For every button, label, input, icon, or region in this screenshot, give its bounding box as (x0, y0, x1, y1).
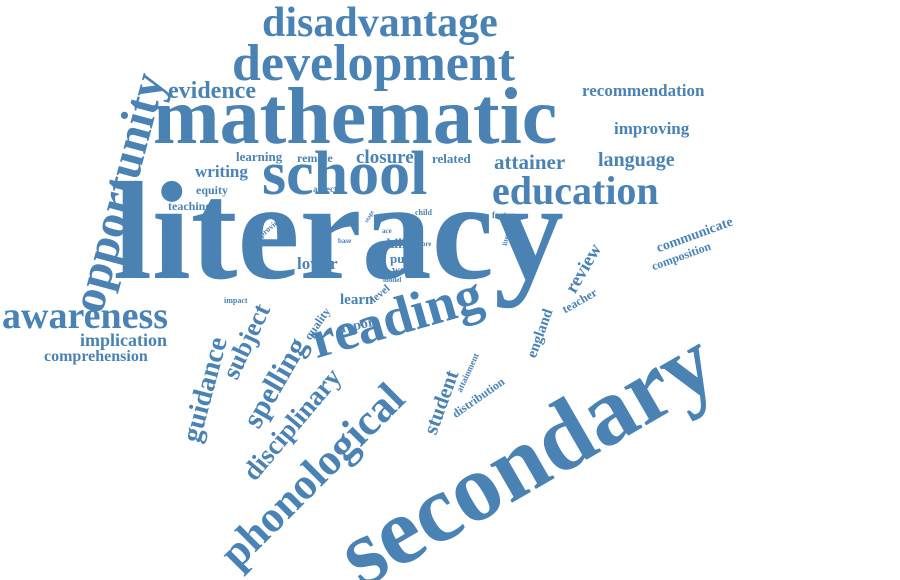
word-disadvantage: disadvantage (262, 0, 498, 46)
word-learning: learning (236, 149, 283, 164)
word-factor: factor (492, 210, 515, 220)
word-teaching: teaching (168, 199, 212, 213)
word-related: related (432, 151, 471, 166)
word-skill: skill (381, 237, 406, 252)
word-model: model (383, 276, 402, 284)
word-education: education (492, 168, 659, 213)
word-ace: ace (382, 227, 392, 235)
word-equity: equity (196, 183, 229, 197)
word-attainer: attainer (494, 150, 566, 174)
word-pupil: pupil (390, 251, 419, 266)
word-england: england (524, 306, 557, 361)
word-lower: lower (297, 254, 338, 273)
word-closure: closure (356, 147, 414, 168)
word-recommendation: recommendation (582, 81, 705, 100)
word-base: base (338, 237, 352, 245)
word-impact: impact (224, 296, 248, 305)
word-implication: implication (80, 330, 168, 350)
word-word: word (392, 264, 417, 276)
word-aspect: aspect (313, 184, 337, 194)
word-remote: remote (297, 151, 333, 165)
word-school: school (262, 140, 428, 208)
word-student: student (418, 366, 464, 438)
word-improving: improving (614, 119, 690, 138)
word-child: child (415, 208, 432, 217)
word-awareness: awareness (2, 295, 169, 337)
word-learn: learn (340, 292, 374, 308)
word-comprehension: comprehension (44, 348, 148, 365)
word-literacy: literacy (113, 154, 564, 309)
word-language: language (598, 149, 675, 171)
word-evidence: evidence (168, 78, 256, 104)
word-more: more (416, 240, 432, 248)
word-development: development (232, 35, 516, 92)
word-writing: writing (195, 162, 248, 181)
word-review: review (561, 240, 607, 297)
word-mathematic: mathematic (153, 73, 558, 161)
